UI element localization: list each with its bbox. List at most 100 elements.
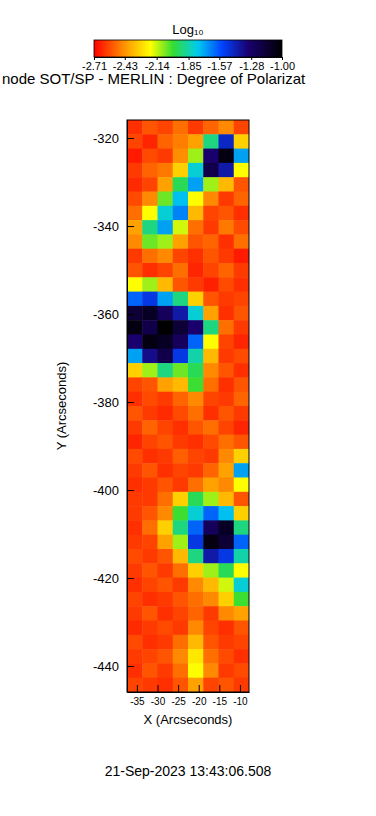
heatmap-cell xyxy=(234,392,249,407)
heatmap-cell xyxy=(188,578,204,593)
heatmap-cell xyxy=(173,635,189,650)
tick-mark xyxy=(199,685,200,692)
heatmap-cell xyxy=(203,406,219,421)
heatmap-cell xyxy=(203,134,219,149)
heatmap-cell xyxy=(158,621,174,636)
heatmap-cell xyxy=(203,621,219,636)
heatmap-cell xyxy=(188,177,204,192)
heatmap-cell xyxy=(158,363,174,378)
chart: -35-30-25-20-15-10-320-340-360-380-400-4… xyxy=(0,0,376,816)
tick-label: -320 xyxy=(93,131,119,146)
heatmap-cell xyxy=(173,449,189,464)
heatmap-cell xyxy=(127,349,143,364)
heatmap-cell xyxy=(203,263,219,278)
heatmap-cell xyxy=(203,349,219,364)
heatmap-cell xyxy=(234,134,249,149)
heatmap-cell xyxy=(219,549,235,564)
heatmap-cell xyxy=(127,478,143,493)
heatmap-cell xyxy=(219,163,235,178)
heatmap-cell xyxy=(203,377,219,392)
heatmap-cell xyxy=(173,463,189,478)
heatmap-cell xyxy=(188,292,204,307)
colorbar-tick: -1.00 xyxy=(270,57,295,72)
tick-mark xyxy=(127,314,134,315)
heatmap-cell xyxy=(142,492,158,507)
colorbar-tick: -2.71 xyxy=(82,57,107,72)
heatmap-cell xyxy=(234,149,249,164)
heatmap-cell xyxy=(142,249,158,264)
heatmap-cell xyxy=(173,492,189,507)
heatmap-cell xyxy=(158,234,174,249)
heatmap-cell xyxy=(158,549,174,564)
heatmap-cell xyxy=(234,478,249,493)
axis-line xyxy=(128,692,250,693)
tick-label: -340 xyxy=(93,219,119,234)
heatmap-cell xyxy=(188,649,204,664)
colorbar-tick: -2.43 xyxy=(113,57,138,72)
heatmap-cell xyxy=(173,592,189,607)
tick-label: -35 xyxy=(130,696,145,707)
heatmap-cell xyxy=(188,120,204,135)
heatmap-cell xyxy=(203,335,219,350)
heatmap-cell xyxy=(158,249,174,264)
heatmap-cell xyxy=(158,335,174,350)
heatmap-cell xyxy=(234,406,249,421)
heatmap-cell xyxy=(158,306,174,321)
tick-label: -1.28 xyxy=(239,60,264,72)
heatmap-cell xyxy=(158,478,174,493)
heatmap-cell xyxy=(188,163,204,178)
tick-label: -380 xyxy=(93,395,119,410)
heatmap-cell xyxy=(127,292,143,307)
heatmap-cell xyxy=(203,535,219,550)
heatmap-cell xyxy=(234,377,249,392)
heatmap-cell xyxy=(203,563,219,578)
heatmap-cell xyxy=(234,263,249,278)
tick-label: -420 xyxy=(93,571,119,586)
heatmap-cell xyxy=(173,649,189,664)
heatmap-cell xyxy=(188,349,204,364)
heatmap-cell xyxy=(142,478,158,493)
heatmap-cell xyxy=(127,392,143,407)
heatmap-cell xyxy=(219,306,235,321)
axis-line xyxy=(95,57,283,58)
colorbar-tick: -1.57 xyxy=(207,57,232,72)
heatmap-cell xyxy=(158,435,174,450)
heatmap-cell xyxy=(127,663,143,678)
tick-label: -400 xyxy=(93,483,119,498)
heatmap-cell xyxy=(219,663,235,678)
heatmap-cell xyxy=(173,578,189,593)
y-tick: -420 xyxy=(93,571,134,586)
heatmap-cell xyxy=(234,249,249,264)
tick-mark xyxy=(127,666,134,667)
heatmap-cell xyxy=(219,120,235,135)
tick-label: -2.43 xyxy=(113,60,138,72)
heatmap xyxy=(127,120,249,692)
heatmap-cell xyxy=(203,506,219,521)
tick-label: -2.14 xyxy=(145,60,170,72)
heatmap-cell xyxy=(173,420,189,435)
heatmap-cell xyxy=(158,163,174,178)
tick-mark xyxy=(127,578,134,579)
heatmap-cell xyxy=(142,335,158,350)
heatmap-cell xyxy=(219,349,235,364)
heatmap-cell xyxy=(127,249,143,264)
heatmap-cell xyxy=(142,621,158,636)
heatmap-cell xyxy=(158,463,174,478)
heatmap-cell xyxy=(234,234,249,249)
heatmap-cell xyxy=(219,520,235,535)
heatmap-cell xyxy=(188,320,204,335)
heatmap-cell xyxy=(127,535,143,550)
heatmap-cell xyxy=(234,177,249,192)
heatmap-cell xyxy=(142,463,158,478)
heatmap-cell xyxy=(188,192,204,207)
heatmap-cell xyxy=(158,449,174,464)
heatmap-cell xyxy=(142,177,158,192)
heatmap-cell xyxy=(127,649,143,664)
heatmap-cell xyxy=(173,392,189,407)
heatmap-cell xyxy=(158,349,174,364)
heatmap-cell xyxy=(219,292,235,307)
heatmap-cell xyxy=(219,206,235,221)
heatmap-cell xyxy=(158,177,174,192)
heatmap-cell xyxy=(127,163,143,178)
heatmap-cell xyxy=(158,606,174,621)
